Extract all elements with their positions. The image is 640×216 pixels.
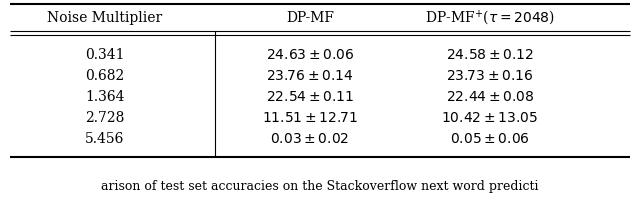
Text: $24.63 \pm 0.06$: $24.63 \pm 0.06$ xyxy=(266,48,355,62)
Text: $23.73 \pm 0.16$: $23.73 \pm 0.16$ xyxy=(446,69,534,83)
Text: 2.728: 2.728 xyxy=(85,111,125,125)
Text: DP-MF: DP-MF xyxy=(286,11,334,25)
Text: Noise Multiplier: Noise Multiplier xyxy=(47,11,163,25)
Text: $11.51 \pm 12.71$: $11.51 \pm 12.71$ xyxy=(262,111,358,125)
Text: $22.54 \pm 0.11$: $22.54 \pm 0.11$ xyxy=(266,90,354,104)
Text: 0.341: 0.341 xyxy=(85,48,125,62)
Text: 5.456: 5.456 xyxy=(85,132,125,146)
Text: $24.58 \pm 0.12$: $24.58 \pm 0.12$ xyxy=(446,48,534,62)
Text: $0.05 \pm 0.06$: $0.05 \pm 0.06$ xyxy=(450,132,530,146)
Text: DP-MF$^{+}$($\tau = 2048$): DP-MF$^{+}$($\tau = 2048$) xyxy=(425,9,555,27)
Text: $22.44 \pm 0.08$: $22.44 \pm 0.08$ xyxy=(445,90,534,104)
Text: 1.364: 1.364 xyxy=(85,90,125,104)
Text: $10.42 \pm 13.05$: $10.42 \pm 13.05$ xyxy=(442,111,539,125)
Text: arison of test set accuracies on the Stackoverflow next word predicti: arison of test set accuracies on the Sta… xyxy=(101,180,539,193)
Text: $23.76 \pm 0.14$: $23.76 \pm 0.14$ xyxy=(266,69,354,83)
Text: $0.03 \pm 0.02$: $0.03 \pm 0.02$ xyxy=(270,132,349,146)
Text: 0.682: 0.682 xyxy=(85,69,125,83)
